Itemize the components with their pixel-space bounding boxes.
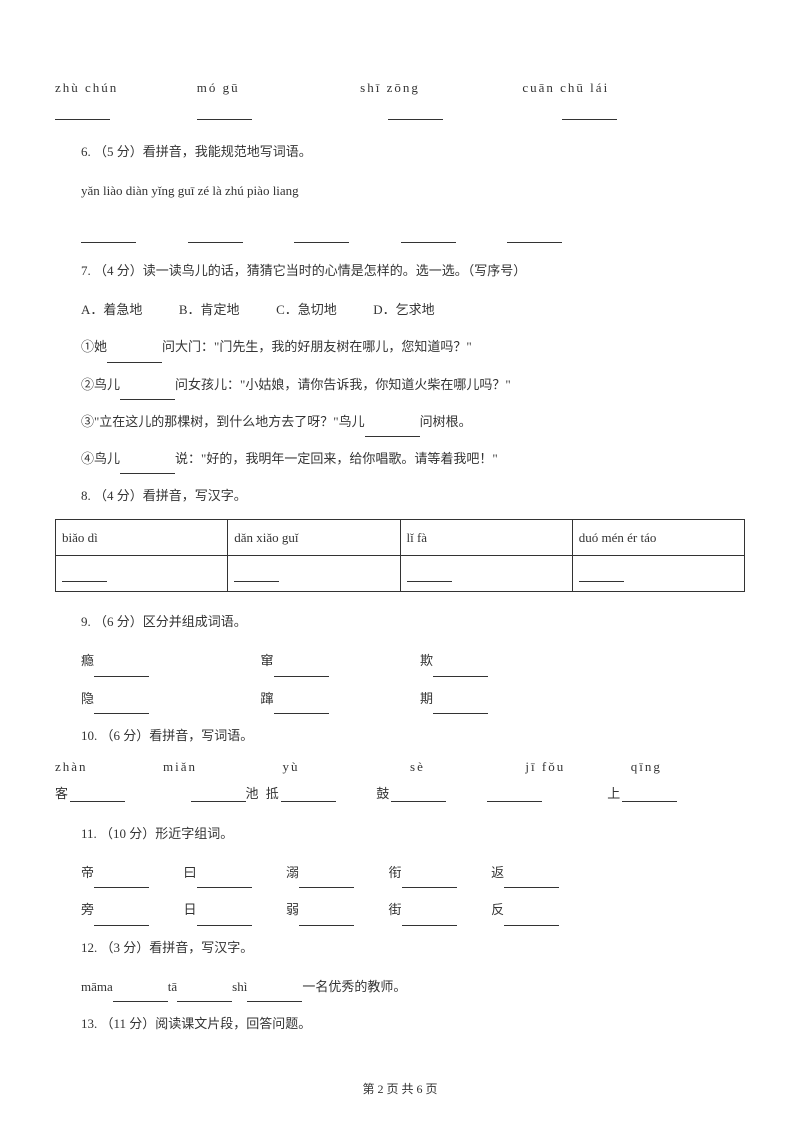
- table-cell: duó mén ér táo: [572, 520, 744, 556]
- char: 上: [607, 786, 622, 801]
- table-cell: dǎn xiǎo guǐ: [228, 520, 400, 556]
- q10-han-row: 客 池 抵 鼓 上: [55, 783, 745, 802]
- option-b: B．肯定地: [179, 302, 240, 317]
- q7-line4: ④鸟儿 说："好的，我明年一定回来，给你唱歌。请等着我吧！": [55, 443, 745, 474]
- char: 鼓: [376, 786, 391, 801]
- q10-title: 10. （6 分）看拼音，写词语。: [55, 720, 745, 751]
- pinyin-group: shī zōng: [360, 80, 420, 95]
- char: 溺: [286, 865, 299, 880]
- top-pinyin-row: zhù chún mó gū shī zōng cuān chū lái: [55, 80, 745, 96]
- q7-options: A．着急地 B．肯定地 C．急切地 D．乞求地: [55, 294, 745, 325]
- pinyin: qīng: [631, 759, 662, 774]
- option-c: C．急切地: [276, 302, 337, 317]
- pinyin: jī fǒu: [525, 759, 565, 774]
- char: 衔: [389, 865, 402, 880]
- q6-title: 6. （5 分）看拼音，我能规范地写词语。: [55, 136, 745, 167]
- q12-line: māma tā shì 一名优秀的教师。: [55, 971, 745, 1002]
- q7-line1: ①她 问大门："门先生，我的好朋友树在哪儿，您知道吗？": [55, 331, 745, 362]
- char: 窜: [261, 653, 274, 668]
- char: 日: [184, 902, 197, 917]
- char: 欺: [420, 653, 433, 668]
- table-cell: [400, 556, 572, 592]
- q9-row1: 瘾 窜 欺: [55, 645, 745, 676]
- pinyin: māma: [81, 979, 113, 994]
- char: 弱: [286, 902, 299, 917]
- q8-title: 8. （4 分）看拼音，写汉字。: [55, 480, 745, 511]
- q13-title: 13. （11 分）阅读课文片段，回答问题。: [55, 1008, 745, 1039]
- page-footer: 第 2 页 共 6 页: [0, 1080, 800, 1097]
- char: 帝: [81, 865, 94, 880]
- char: 瘾: [81, 653, 94, 668]
- pinyin-group: mó gū: [197, 80, 240, 95]
- q9-row2: 隐 蹿 期: [55, 683, 745, 714]
- char: 隐: [81, 691, 94, 706]
- q7-line3: ③"立在这儿的那棵树，到什么地方去了呀？"鸟儿 问树根。: [55, 406, 745, 437]
- text: 问树根。: [420, 414, 472, 429]
- text: ③"立在这儿的那棵树，到什么地方去了呀？"鸟儿: [81, 414, 365, 429]
- char: 池 抵: [246, 786, 281, 801]
- q7-title: 7. （4 分）读一读鸟儿的话，猜猜它当时的心情是怎样的。选一选。（写序号）: [55, 255, 745, 286]
- top-blank-row: [55, 104, 745, 120]
- table-cell: biǎo dì: [56, 520, 228, 556]
- text: 问大门："门先生，我的好朋友树在哪儿，您知道吗？": [162, 339, 472, 354]
- char: 返: [491, 865, 504, 880]
- char: 反: [491, 902, 504, 917]
- q11-row1: 帝 曰 溺 衔 返: [55, 857, 745, 888]
- table-cell: [572, 556, 744, 592]
- pinyin-group: cuān chū lái: [522, 80, 609, 95]
- table-row: [56, 556, 745, 592]
- pinyin: sè: [410, 759, 425, 774]
- table-row: biǎo dì dǎn xiǎo guǐ lǐ fà duó mén ér tá…: [56, 520, 745, 556]
- table-cell: lǐ fà: [400, 520, 572, 556]
- q10-pinyin-row: zhàn miǎn yù sè jī fǒu qīng: [55, 759, 745, 775]
- text: ④鸟儿: [81, 451, 120, 466]
- table-cell: [56, 556, 228, 592]
- text: 一名优秀的教师。: [302, 979, 406, 994]
- option-d: D．乞求地: [373, 302, 434, 317]
- pinyin: tā: [168, 979, 177, 994]
- text: ①她: [81, 339, 107, 354]
- text: 说："好的，我明年一定回来，给你唱歌。请等着我吧！": [175, 451, 498, 466]
- q11-title: 11. （10 分）形近字组词。: [55, 818, 745, 849]
- q11-row2: 旁 日 弱 街 反: [55, 894, 745, 925]
- page-content: zhù chún mó gū shī zōng cuān chū lái 6. …: [0, 0, 800, 1087]
- pinyin: shì: [232, 979, 247, 994]
- option-a: A．着急地: [81, 302, 142, 317]
- char: 客: [55, 786, 70, 801]
- q6-pinyin: yǎn liào diàn yǐng guī zé là zhú piào li…: [55, 175, 745, 206]
- char: 蹿: [261, 691, 274, 706]
- char: 曰: [184, 865, 197, 880]
- pinyin: miǎn: [163, 759, 197, 774]
- pinyin: yù: [283, 759, 300, 774]
- q12-title: 12. （3 分）看拼音，写汉字。: [55, 932, 745, 963]
- pinyin: zhàn: [55, 759, 88, 774]
- char: 期: [420, 691, 433, 706]
- q6-blanks: [55, 214, 745, 243]
- q7-line2: ②鸟儿 问女孩儿："小姑娘，请你告诉我，你知道火柴在哪儿吗？": [55, 369, 745, 400]
- char: 旁: [81, 902, 94, 917]
- text: ②鸟儿: [81, 377, 120, 392]
- q9-title: 9. （6 分）区分并组成词语。: [55, 606, 745, 637]
- char: 街: [389, 902, 402, 917]
- pinyin-group: zhù chún: [55, 80, 118, 95]
- table-cell: [228, 556, 400, 592]
- text: 问女孩儿："小姑娘，请你告诉我，你知道火柴在哪儿吗？": [175, 377, 511, 392]
- q8-table: biǎo dì dǎn xiǎo guǐ lǐ fà duó mén ér tá…: [55, 519, 745, 592]
